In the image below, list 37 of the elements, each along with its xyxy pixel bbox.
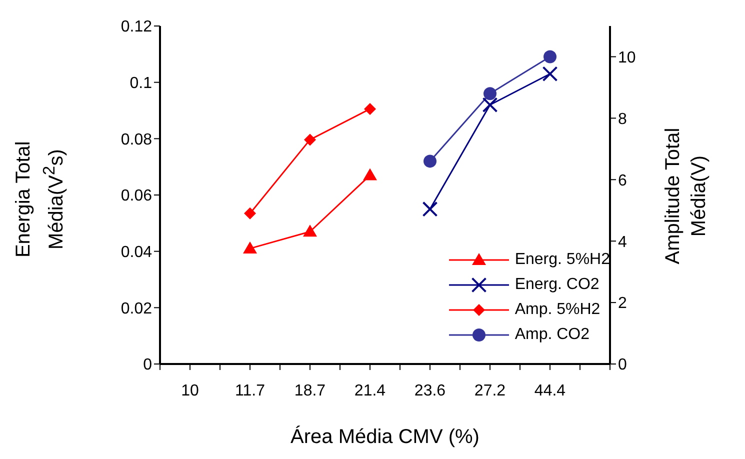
x-tick-label: 21.4 xyxy=(354,382,386,400)
x-axis-title: Área Média CMV (%) xyxy=(290,424,480,450)
point xyxy=(364,102,376,115)
y2-tick-label: 4 xyxy=(618,234,627,251)
y2-tick-label: 8 xyxy=(618,110,627,128)
legend-label: Amp. 5%H2 xyxy=(514,300,600,318)
y-tick-label: 0.08 xyxy=(120,131,152,148)
point xyxy=(303,224,317,237)
point xyxy=(244,207,256,220)
y-tick-label: 0.1 xyxy=(130,75,152,92)
point xyxy=(482,97,498,112)
y2-axis-title: Amplitude Total Média(V) xyxy=(661,126,711,266)
y2-tick-label: 6 xyxy=(618,172,627,190)
y-tick-label: 0.02 xyxy=(120,300,152,318)
point xyxy=(363,168,377,180)
y2-tick-label: 2 xyxy=(618,295,627,312)
y2-tick-label: 10 xyxy=(618,49,636,66)
legend-label: Amp. CO2 xyxy=(514,326,590,344)
y-tick-label: 0.04 xyxy=(120,244,152,262)
point xyxy=(484,87,496,100)
y2-tick-label: 0 xyxy=(618,356,627,374)
y-tick-label: 0 xyxy=(143,356,152,374)
point xyxy=(424,154,436,168)
x-tick-label: 23.6 xyxy=(414,382,446,400)
x-tick-label: 18.7 xyxy=(294,382,326,400)
point xyxy=(544,50,556,64)
legend-label: Energ. 5%H2 xyxy=(514,250,610,268)
x-tick-label: 10 xyxy=(181,382,199,400)
point xyxy=(304,134,316,146)
y-tick-label: 0.12 xyxy=(120,18,152,36)
x-tick-label: 44.4 xyxy=(534,382,566,400)
x-tick-label: 27.2 xyxy=(474,382,506,400)
x-tick-label: 11.7 xyxy=(235,382,266,400)
y-tick-label: 0.06 xyxy=(120,188,152,205)
legend-label: Energ. CO2 xyxy=(514,276,600,294)
point xyxy=(243,242,257,254)
point xyxy=(542,66,558,82)
